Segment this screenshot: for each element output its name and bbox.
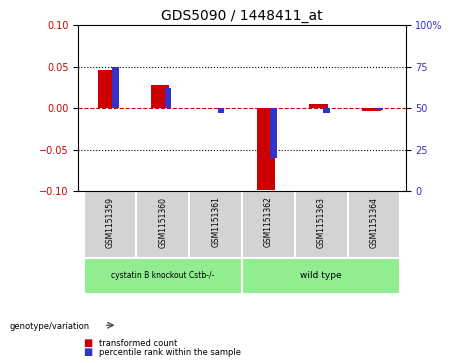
Bar — [112, 67, 118, 108]
Text: GSM1151361: GSM1151361 — [211, 196, 220, 248]
Text: genotype/variation: genotype/variation — [9, 322, 89, 331]
Bar — [165, 89, 171, 108]
Text: transformed count: transformed count — [99, 339, 177, 347]
Text: GSM1151362: GSM1151362 — [264, 196, 273, 248]
Bar — [362, 108, 381, 111]
Bar — [83, 258, 242, 294]
Text: GSM1151359: GSM1151359 — [106, 196, 114, 248]
Bar — [136, 191, 189, 258]
Bar — [151, 85, 170, 108]
Text: percentile rank within the sample: percentile rank within the sample — [99, 348, 241, 356]
Bar — [376, 108, 383, 110]
Text: ■: ■ — [83, 347, 92, 357]
Bar — [242, 191, 295, 258]
Text: ■: ■ — [83, 338, 92, 348]
Bar — [295, 191, 348, 258]
Title: GDS5090 / 1448411_at: GDS5090 / 1448411_at — [161, 9, 323, 23]
Text: wild type: wild type — [301, 271, 342, 280]
Text: GSM1151364: GSM1151364 — [370, 196, 378, 248]
Bar — [309, 104, 328, 108]
Text: cystatin B knockout Cstb-/-: cystatin B knockout Cstb-/- — [111, 271, 214, 280]
Bar — [98, 70, 117, 108]
Bar — [256, 108, 275, 189]
Bar — [218, 108, 224, 113]
Bar — [83, 191, 136, 258]
Bar — [242, 258, 401, 294]
Text: GSM1151360: GSM1151360 — [158, 196, 167, 248]
Bar — [348, 191, 401, 258]
Bar — [189, 191, 242, 258]
Bar — [323, 108, 330, 113]
Bar — [271, 108, 277, 158]
Text: GSM1151363: GSM1151363 — [317, 196, 326, 248]
